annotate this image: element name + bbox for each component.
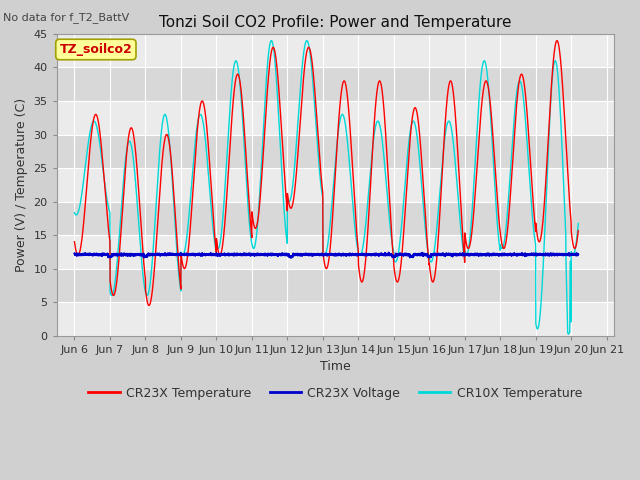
- Text: TZ_soilco2: TZ_soilco2: [60, 43, 132, 56]
- Title: Tonzi Soil CO2 Profile: Power and Temperature: Tonzi Soil CO2 Profile: Power and Temper…: [159, 15, 511, 30]
- X-axis label: Time: Time: [320, 360, 351, 373]
- Legend: CR23X Temperature, CR23X Voltage, CR10X Temperature: CR23X Temperature, CR23X Voltage, CR10X …: [83, 382, 587, 405]
- Bar: [57, 168, 614, 202]
- Bar: [57, 68, 614, 101]
- Bar: [57, 134, 614, 168]
- Bar: [57, 235, 614, 269]
- Bar: [57, 34, 614, 68]
- Y-axis label: Power (V) / Temperature (C): Power (V) / Temperature (C): [15, 98, 28, 272]
- Bar: [57, 202, 614, 235]
- Bar: [57, 269, 614, 302]
- Bar: [57, 302, 614, 336]
- Text: No data for f_T2_BattV: No data for f_T2_BattV: [3, 12, 129, 23]
- Bar: [57, 101, 614, 134]
